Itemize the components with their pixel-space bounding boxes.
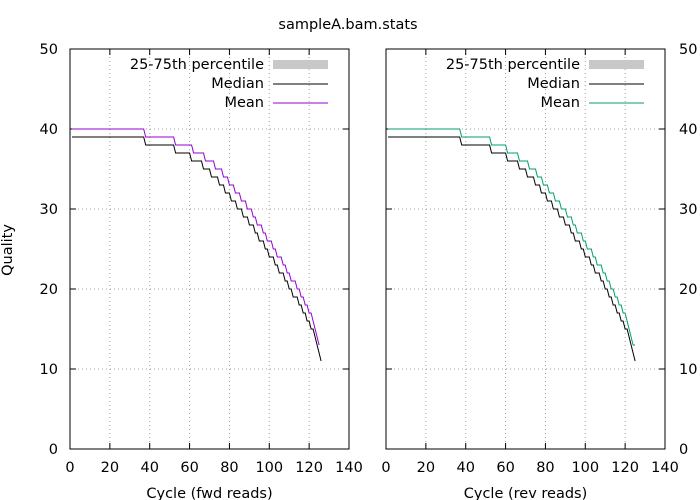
y-tick-label: 0: [49, 442, 58, 458]
x-tick-label: 60: [180, 460, 198, 476]
y-tick-label: 20: [40, 282, 58, 298]
y-tick-label: 50: [679, 42, 697, 58]
y-tick-label: 0: [679, 442, 688, 458]
chart-panel-fwd: 0 10 20 30 40 50 0 20 40 60 80 100 120 140 Cycle (fwd …: [40, 42, 363, 500]
y-tick-label: 10: [679, 362, 697, 378]
y-tick-label: 40: [40, 122, 58, 138]
x-tick-label: 100: [255, 460, 283, 476]
y-tick-label: 30: [679, 202, 697, 218]
legend-label: Median: [211, 76, 264, 92]
y-tick-label: 20: [679, 282, 697, 298]
x-tick-label: 140: [335, 460, 363, 476]
series-line-mean: [388, 128, 636, 346]
x-tick-label: 40: [456, 460, 474, 476]
y-axis-label: Quality: [0, 224, 16, 276]
chart-panel-rev: 0 10 20 30 40 50 0 20 40 60 80 100 120 140 Cycle (rev …: [381, 42, 697, 500]
x-axis-label: Cycle (fwd reads): [146, 486, 272, 500]
x-tick-label: 0: [381, 460, 390, 476]
y-tick-label: 40: [679, 122, 697, 138]
x-tick-label: 140: [651, 460, 679, 476]
x-tick-label: 20: [417, 460, 435, 476]
series-line-median: [388, 136, 636, 362]
series-line-median: [72, 136, 322, 362]
x-tick-label: 120: [295, 460, 323, 476]
x-tick-label: 60: [496, 460, 514, 476]
legend-swatch-percentile: [589, 60, 644, 69]
legend-label: 25-75th percentile: [446, 57, 580, 73]
chart-title: sampleA.bam.stats: [278, 17, 417, 33]
plot-frame: [69, 48, 350, 450]
x-tick-label: 80: [220, 460, 238, 476]
x-tick-label: 120: [611, 460, 639, 476]
x-tick-label: 80: [536, 460, 554, 476]
y-tick-label: 30: [40, 202, 58, 218]
y-tick-label: 10: [40, 362, 58, 378]
legend-label: Mean: [540, 95, 580, 111]
x-axis-label: Cycle (rev reads): [464, 486, 588, 500]
legend-label: Median: [527, 76, 580, 92]
legend-label: 25-75th percentile: [130, 57, 264, 73]
x-tick-label: 100: [571, 460, 599, 476]
legend-swatch-percentile: [273, 60, 328, 69]
series-line-mean: [72, 128, 320, 346]
x-tick-label: 20: [101, 460, 119, 476]
x-tick-label: 0: [65, 460, 74, 476]
plot-frame: [385, 48, 666, 450]
legend-label: Mean: [224, 95, 264, 111]
x-tick-label: 40: [140, 460, 158, 476]
y-tick-label: 50: [40, 42, 58, 58]
